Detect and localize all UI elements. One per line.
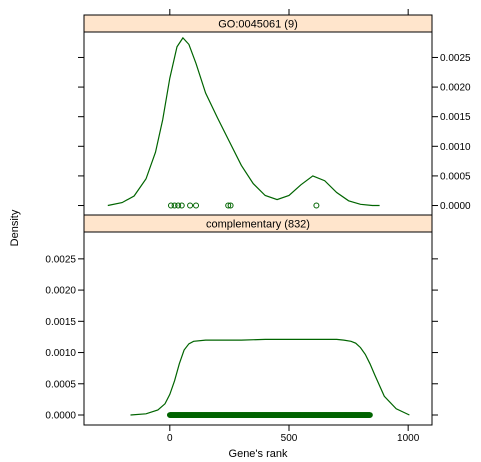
- y-tick-label: 0.0005: [45, 379, 76, 390]
- x-axis: 0 500 1000: [167, 425, 420, 444]
- rug-point: [227, 202, 234, 209]
- rug-point: [313, 202, 320, 209]
- density-line-complementary: [130, 338, 410, 416]
- x-tick-label: 500: [281, 433, 298, 444]
- y-tick-label: 0.0020: [45, 286, 76, 297]
- y-axis-title: Density: [9, 209, 21, 246]
- rug-points-go-0045061: [168, 202, 320, 209]
- y-tick-label: 0.0015: [45, 317, 76, 328]
- x-tick-label: 0: [167, 433, 173, 444]
- rug-point: [168, 202, 174, 209]
- rug-point: [225, 202, 232, 209]
- rug-point: [367, 412, 373, 418]
- y-tick-label: 0.0000: [45, 411, 76, 422]
- plot-frame-bottom: [83, 231, 433, 426]
- x-tick-label: 1000: [397, 433, 420, 444]
- y-tick-label: 0.0025: [45, 254, 76, 265]
- strip-label-top: GO:0045061 (9): [218, 19, 298, 31]
- strip-label-bottom: complementary (832): [206, 219, 310, 231]
- panel-complementary: complementary (832) 0.00000.00050.00100.…: [45, 214, 438, 426]
- rug-point: [178, 202, 185, 209]
- y-tick-label: 0.0020: [440, 83, 471, 94]
- rug-point: [171, 202, 178, 209]
- panel-go-0045061: GO:0045061 (9) 0.00000.00050.00100.00150…: [78, 9, 471, 216]
- y-tick-label: 0.0015: [440, 112, 471, 123]
- axis-ticks-bottom: 0.0000 0.0005 0.0010 0.0015 0.0020 0.0025: [45, 254, 438, 422]
- density-line-go-0045061: [107, 36, 380, 207]
- y-tick-label: 0.0005: [440, 171, 471, 182]
- y-tick-label: 0.0025: [440, 53, 471, 64]
- rug-point: [193, 202, 200, 209]
- x-axis-title: Gene's rank: [229, 448, 288, 460]
- axis-ticks-top: 0.0000 0.0005 0.0010 0.0015 0.0020 0.0025: [78, 9, 471, 212]
- rug-points-complementary: [167, 412, 373, 418]
- y-tick-label: 0.0010: [45, 348, 76, 359]
- rug-point: [187, 202, 194, 209]
- y-tick-label: 0.0010: [440, 142, 471, 153]
- y-tick-label: 0.0000: [440, 201, 471, 212]
- rug-point: [175, 202, 182, 209]
